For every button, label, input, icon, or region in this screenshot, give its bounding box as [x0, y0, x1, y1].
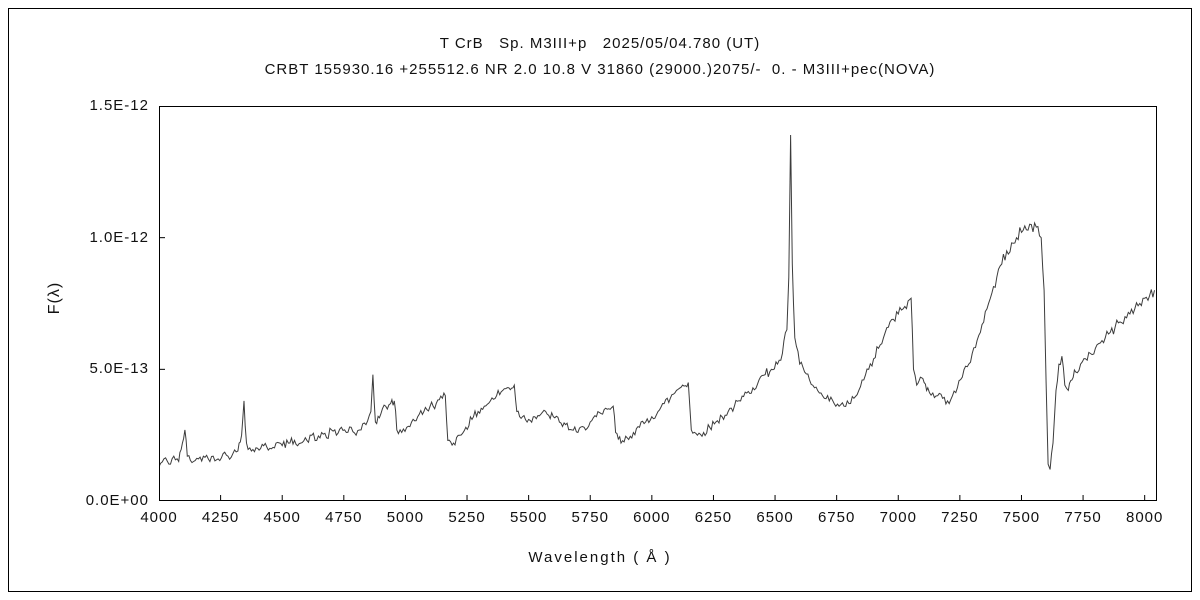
chart-frame: T CrB Sp. M3III+p 2025/05/04.780 (UT) CR…	[8, 8, 1192, 592]
y-tick-label: 1.5E-12	[89, 97, 149, 114]
plot-area	[159, 106, 1157, 501]
x-tick-label: 4750	[325, 509, 363, 526]
x-tick-label: 4250	[201, 509, 240, 526]
chart-subtitle: CRBT 155930.16 +255512.6 NR 2.0 10.8 V 3…	[264, 61, 936, 78]
x-tick-label: 7250	[941, 509, 979, 526]
x-tick-label: 6750	[817, 509, 856, 526]
x-tick-label: 5500	[509, 509, 548, 526]
y-axis-label: F(λ)	[46, 281, 64, 315]
x-tick-label: 6000	[633, 509, 671, 526]
x-axis-label: Wavelength ( Å )	[528, 549, 672, 566]
plot-border	[159, 106, 1157, 501]
y-tick-label: 1.0E-12	[89, 228, 149, 246]
x-tick-label: 5000	[386, 509, 425, 526]
x-tick-label: 7750	[1064, 509, 1102, 526]
x-tick-label: 6250	[694, 509, 733, 526]
x-tick-label: 7500	[1002, 509, 1041, 526]
x-tick-label: 4500	[263, 509, 301, 526]
y-tick-label: 5.0E-13	[89, 360, 149, 378]
x-tick-label: 7000	[879, 509, 917, 526]
x-tick-label: 4000	[140, 509, 178, 526]
y-tick-label: 0.0E+00	[85, 492, 149, 509]
x-tick-label: 5750	[571, 509, 609, 526]
x-tick-label: 8000	[1125, 509, 1164, 526]
chart-title: T CrB Sp. M3III+p 2025/05/04.780 (UT)	[439, 35, 761, 52]
x-tick-label: 6500	[756, 509, 794, 526]
spectrum-line	[159, 134, 1155, 470]
x-tick-label: 5250	[448, 509, 486, 526]
